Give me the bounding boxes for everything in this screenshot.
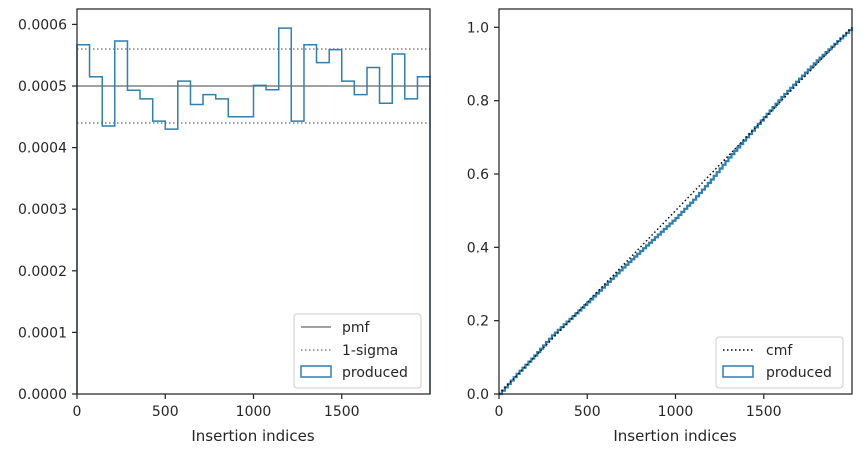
- legend-cmf-label: cmf: [766, 343, 793, 359]
- right-y-tick-label: 0.2: [467, 314, 489, 330]
- left-y-tick-label: 0.0001: [18, 325, 67, 341]
- left-legend-frame: [293, 313, 422, 389]
- left-y-tick-label: 0.0004: [18, 141, 67, 157]
- right-chart: 0 500 1000 1500 0.0 0.2 0.4 0.6 0.8 1.0 Insertio…: [467, 8, 854, 445]
- right-x-tick-label: 0: [495, 404, 504, 420]
- right-y-tick-label: 0.8: [467, 94, 489, 110]
- right-x-tick-label: 1000: [658, 404, 694, 420]
- left-x-tick-label: 0: [73, 404, 82, 420]
- cmf-line: [498, 26, 853, 395]
- legend-produced-label: produced: [766, 365, 832, 381]
- right-legend: cmf produced: [715, 336, 844, 389]
- right-y-tick-label: 0.6: [467, 167, 489, 183]
- legend-1-sigma-label: 1-sigma: [342, 343, 398, 359]
- right-x-ticks: 0 500 1000 1500: [495, 394, 782, 420]
- left-legend: pmf 1-sigma produced: [293, 313, 422, 389]
- right-y-tick-label: 1.0: [467, 20, 489, 36]
- left-x-tick-label: 1500: [324, 404, 360, 420]
- right-x-tick-label: 1500: [746, 404, 782, 420]
- left-y-tick-label: 0.0005: [18, 79, 67, 95]
- left-y-tick-label: 0.0006: [18, 17, 67, 33]
- right-y-tick-label: 0.4: [467, 240, 489, 256]
- left-chart-marks: [76, 27, 431, 394]
- left-x-axis-label: Insertion indices: [191, 427, 314, 445]
- legend-pmf-label: pmf: [342, 320, 371, 336]
- produced-histogram-step: [76, 27, 431, 394]
- left-y-tick-label: 0.0000: [18, 387, 67, 403]
- right-chart-marks: [498, 26, 854, 396]
- right-x-tick-label: 500: [574, 404, 601, 420]
- left-x-tick-label: 500: [152, 404, 179, 420]
- left-y-ticks: 0.0000 0.0001 0.0002 0.0003 0.0004 0.0005 0.00…: [18, 17, 77, 403]
- legend-produced-swatch: [722, 365, 754, 378]
- right-y-tick-label: 0.0: [467, 387, 489, 403]
- left-y-tick-label: 0.0003: [18, 202, 67, 218]
- left-x-tick-label: 1000: [236, 404, 272, 420]
- produced-cumulative-line: [499, 27, 854, 396]
- right-y-ticks: 0.0 0.2 0.4 0.6 0.8 1.0: [467, 20, 499, 403]
- legend-produced-label: produced: [342, 365, 408, 381]
- legend-produced-swatch: [300, 365, 332, 378]
- left-y-tick-label: 0.0002: [18, 264, 67, 280]
- left-x-ticks: 0 500 1000 1500: [73, 394, 360, 420]
- right-x-axis-label: Insertion indices: [613, 427, 736, 445]
- left-chart: 0 500 1000 1500 0.00000.00010.00020.00030.0…: [18, 8, 431, 445]
